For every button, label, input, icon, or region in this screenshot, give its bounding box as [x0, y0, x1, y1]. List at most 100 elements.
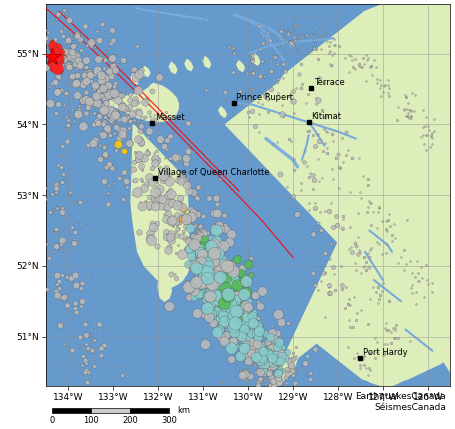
Point — [202, 261, 210, 268]
Point — [248, 343, 255, 350]
Point — [384, 90, 391, 97]
Point — [284, 368, 291, 375]
Point — [57, 247, 64, 254]
Point — [265, 362, 272, 369]
Point — [265, 352, 272, 359]
Point — [220, 243, 227, 250]
Point — [223, 263, 230, 269]
Point — [94, 66, 101, 73]
Point — [93, 27, 101, 34]
Point — [75, 111, 82, 118]
Point — [197, 281, 205, 287]
Point — [154, 156, 161, 163]
Point — [58, 205, 65, 211]
Point — [215, 258, 222, 265]
Point — [218, 312, 226, 319]
Point — [250, 54, 257, 61]
Point — [381, 325, 389, 332]
Point — [54, 57, 61, 63]
Point — [294, 30, 302, 37]
Point — [273, 344, 281, 351]
Point — [304, 162, 311, 169]
Point — [229, 330, 237, 337]
Point — [292, 21, 299, 28]
Point — [335, 184, 343, 191]
Point — [127, 91, 134, 98]
Point — [233, 316, 241, 323]
Point — [153, 243, 161, 250]
Point — [264, 330, 271, 337]
Point — [273, 352, 280, 359]
Point — [46, 208, 54, 215]
Point — [131, 148, 138, 155]
Point — [191, 251, 198, 258]
Point — [208, 296, 215, 303]
Point — [217, 299, 224, 305]
Point — [374, 239, 381, 246]
Point — [256, 346, 263, 353]
Point — [200, 275, 207, 282]
Point — [238, 324, 246, 331]
Point — [248, 360, 256, 366]
Point — [240, 326, 248, 332]
Point — [92, 58, 99, 65]
Point — [258, 344, 265, 351]
Point — [242, 302, 249, 308]
Point — [374, 208, 382, 215]
Point — [182, 244, 190, 251]
Point — [364, 204, 372, 211]
Point — [103, 125, 111, 132]
Point — [257, 302, 264, 309]
Point — [376, 76, 384, 83]
Point — [185, 219, 192, 226]
Point — [320, 80, 328, 87]
Point — [110, 66, 117, 73]
Point — [427, 144, 434, 151]
Point — [207, 263, 214, 270]
Point — [68, 223, 76, 230]
Point — [223, 274, 230, 281]
Point — [253, 351, 260, 358]
Point — [192, 279, 199, 286]
Text: 0: 0 — [50, 416, 55, 425]
Point — [173, 202, 180, 208]
Point — [195, 208, 202, 214]
Point — [368, 221, 375, 228]
Point — [47, 60, 54, 66]
Point — [91, 336, 98, 343]
Point — [206, 248, 213, 254]
Point — [265, 83, 273, 90]
Text: EarthquakesCanada
SéismesCanada: EarthquakesCanada SéismesCanada — [355, 393, 446, 412]
Point — [221, 284, 228, 291]
Point — [201, 312, 208, 319]
Point — [100, 144, 107, 151]
Point — [185, 210, 192, 217]
Point — [197, 257, 204, 263]
Point — [219, 296, 226, 303]
Point — [243, 348, 250, 355]
Point — [251, 341, 258, 347]
Point — [191, 307, 198, 314]
Point — [206, 302, 213, 308]
Point — [145, 205, 152, 212]
Point — [412, 300, 420, 307]
Point — [291, 363, 298, 370]
Point — [236, 302, 243, 308]
Point — [129, 111, 136, 118]
Point — [377, 92, 384, 99]
Point — [196, 230, 203, 236]
Point — [46, 100, 53, 107]
Point — [208, 251, 216, 258]
Point — [385, 298, 392, 305]
Point — [131, 177, 138, 184]
Point — [233, 278, 240, 285]
Point — [356, 365, 364, 372]
Point — [244, 359, 251, 366]
Point — [68, 62, 75, 69]
Point — [274, 365, 282, 372]
Point — [229, 268, 237, 275]
Point — [234, 294, 241, 301]
Point — [91, 82, 99, 88]
Point — [230, 326, 237, 333]
Point — [101, 90, 109, 97]
